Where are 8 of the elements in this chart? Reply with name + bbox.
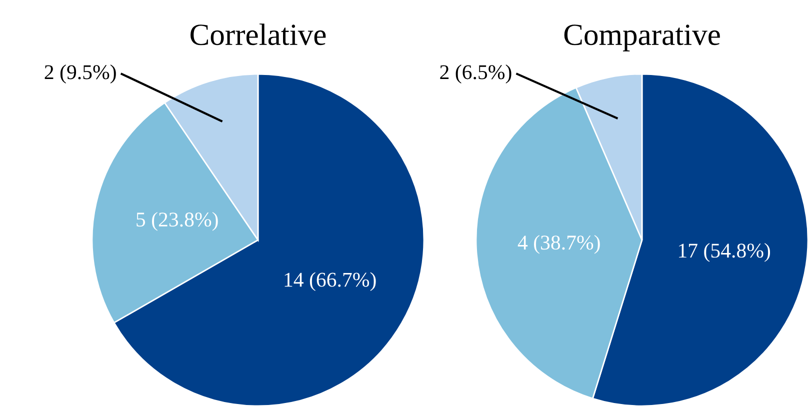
- data-label: 4 (38.7%): [518, 234, 600, 254]
- data-label: 17 (54.8%): [679, 243, 770, 262]
- data-label: 2 (9.5%): [44, 64, 116, 84]
- data-label: 2 (6.5%): [440, 64, 512, 84]
- chart-title: Comparative: [564, 24, 720, 52]
- chart-title: Correlative: [190, 24, 326, 46]
- data-label: 5 (23.8%): [136, 212, 218, 231]
- data-label: 14 (66.7%): [284, 272, 376, 292]
